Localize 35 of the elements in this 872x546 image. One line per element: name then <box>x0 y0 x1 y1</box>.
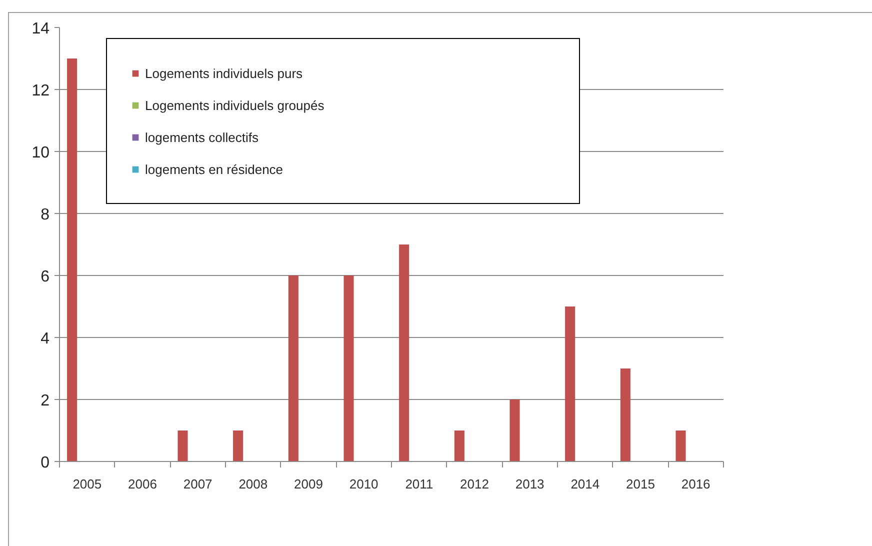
y-tick-label: 0 <box>40 454 50 472</box>
bar <box>67 58 78 462</box>
legend-label: Logements individuels purs <box>145 64 304 83</box>
x-tick-label: 2011 <box>405 476 434 492</box>
bar <box>399 244 410 462</box>
bar <box>344 276 354 462</box>
bar <box>565 306 576 462</box>
bar <box>676 430 686 462</box>
x-tick-label: 2007 <box>183 476 212 492</box>
legend-label: logements collectifs <box>145 128 260 147</box>
bar <box>620 368 630 462</box>
legend-label: logements en résidence <box>145 160 284 179</box>
y-tick-label: 8 <box>40 206 50 224</box>
bar <box>510 400 520 462</box>
y-tick-label: 6 <box>40 268 50 286</box>
x-tick-label: 2016 <box>681 476 710 492</box>
bar <box>454 430 464 462</box>
x-tick-label: 2006 <box>128 476 157 492</box>
legend-label: Logements individuels groupés <box>145 96 326 115</box>
x-tick-label: 2014 <box>570 476 600 492</box>
y-tick-label: 10 <box>32 144 50 162</box>
x-tick-label: 2015 <box>626 476 655 492</box>
x-tick-label: 2008 <box>238 476 268 492</box>
x-tick-label: 2012 <box>460 476 489 492</box>
x-tick-label: 2010 <box>349 476 378 492</box>
y-tick-label: 14 <box>32 20 50 38</box>
y-tick-label: 12 <box>32 82 50 100</box>
y-tick-label: 4 <box>40 330 50 348</box>
bar <box>288 276 298 462</box>
x-tick-label: 2005 <box>72 476 102 492</box>
bar <box>178 430 188 462</box>
x-tick-label: 2009 <box>294 476 323 492</box>
bar <box>233 430 244 462</box>
x-tick-label: 2013 <box>515 476 544 492</box>
y-tick-label: 2 <box>40 392 50 410</box>
